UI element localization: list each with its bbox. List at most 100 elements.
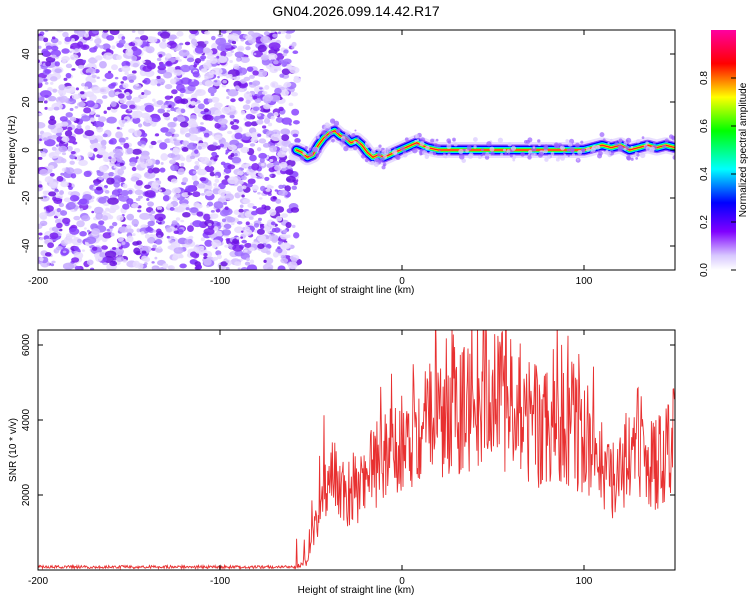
noise-blob	[173, 138, 177, 142]
noise-blob	[219, 143, 225, 148]
noise-blob	[45, 205, 54, 212]
noise-blob	[227, 164, 236, 170]
trace-speckle	[636, 139, 641, 144]
spectrogram-y-tick-label: -40	[21, 238, 32, 253]
noise-blob	[91, 188, 96, 191]
trace-speckle	[435, 138, 439, 142]
trace-speckle	[562, 151, 566, 155]
noise-blob	[285, 169, 294, 176]
noise-blob	[207, 144, 218, 152]
noise-blob	[203, 213, 211, 221]
noise-blob	[204, 80, 213, 87]
noise-blob	[113, 182, 121, 188]
noise-blob	[213, 102, 223, 109]
noise-blob	[73, 215, 81, 221]
noise-blob	[39, 237, 44, 241]
noise-blob	[234, 85, 240, 90]
noise-blob	[60, 181, 69, 188]
trace-speckle	[580, 140, 584, 144]
trace-speckle	[430, 138, 435, 143]
noise-blob	[128, 128, 136, 134]
noise-blob	[115, 256, 125, 262]
noise-blob	[230, 152, 235, 157]
trace-speckle	[433, 143, 438, 148]
noise-blob	[66, 145, 73, 152]
noise-blob	[237, 267, 241, 270]
trace-speckle	[502, 148, 506, 152]
noise-blob	[115, 131, 123, 139]
noise-blob	[117, 188, 123, 193]
trace-speckle	[577, 149, 583, 155]
trace-speckle	[506, 149, 511, 154]
noise-blob	[115, 151, 124, 158]
noise-blob	[293, 76, 302, 84]
noise-blob	[83, 107, 92, 114]
noise-blob	[215, 250, 222, 256]
noise-blob	[144, 184, 152, 189]
noise-blob	[87, 151, 94, 158]
noise-blob	[247, 178, 256, 185]
noise-blob	[137, 244, 144, 249]
trace-speckle	[520, 152, 525, 157]
noise-blob	[169, 207, 175, 211]
noise-blob	[135, 179, 143, 186]
noise-blob	[149, 79, 158, 86]
trace-speckle	[620, 146, 624, 150]
noise-blob	[131, 218, 139, 227]
noise-blob	[207, 201, 214, 207]
noise-blob	[270, 221, 276, 226]
noise-blob	[168, 105, 172, 108]
trace-speckle	[652, 141, 656, 145]
noise-blob	[137, 195, 143, 199]
noise-blob	[250, 132, 261, 139]
noise-blob	[204, 72, 214, 79]
noise-blob	[69, 107, 74, 112]
noise-blob	[86, 259, 94, 266]
trace-speckle	[351, 133, 356, 138]
noise-blob	[250, 137, 259, 143]
trace-speckle	[662, 144, 667, 149]
noise-blob	[216, 55, 220, 59]
noise-blob	[248, 165, 252, 170]
noise-blob	[171, 220, 178, 225]
noise-blob	[48, 118, 57, 126]
noise-blob	[256, 147, 262, 152]
noise-blob	[169, 235, 175, 240]
trace-speckle	[340, 144, 345, 148]
noise-blob	[245, 221, 250, 226]
noise-blob	[272, 33, 278, 38]
trace-speckle	[630, 145, 634, 149]
noise-blob	[116, 214, 124, 221]
noise-blob	[83, 86, 89, 90]
noise-blob	[226, 96, 230, 100]
noise-blob	[289, 66, 300, 74]
noise-blob	[281, 139, 292, 147]
noise-blob	[265, 188, 271, 192]
noise-blob	[257, 133, 262, 138]
noise-blob	[95, 186, 103, 191]
noise-blob	[214, 80, 218, 83]
trace-speckle	[325, 128, 329, 132]
noise-blob	[187, 192, 193, 196]
trace-speckle	[353, 146, 358, 151]
noise-blob	[282, 52, 287, 57]
noise-blob	[219, 209, 229, 217]
noise-blob	[238, 97, 244, 102]
noise-blob	[211, 239, 222, 248]
noise-blob	[169, 159, 177, 165]
noise-blob	[92, 108, 96, 112]
noise-blob	[137, 262, 144, 270]
snr-y-ticks: 2000 4000 6000	[21, 333, 675, 506]
noise-blob	[181, 146, 189, 152]
trace-speckle	[412, 147, 418, 154]
noise-blob	[50, 76, 58, 82]
noise-blob	[152, 244, 157, 249]
noise-blob	[288, 123, 292, 126]
trace-speckle	[477, 155, 482, 160]
noise-blob	[172, 255, 179, 261]
noise-blob	[222, 79, 227, 84]
noise-blob	[85, 242, 89, 246]
noise-blob	[196, 211, 204, 217]
noise-blob	[231, 156, 242, 164]
noise-blob	[189, 251, 198, 258]
